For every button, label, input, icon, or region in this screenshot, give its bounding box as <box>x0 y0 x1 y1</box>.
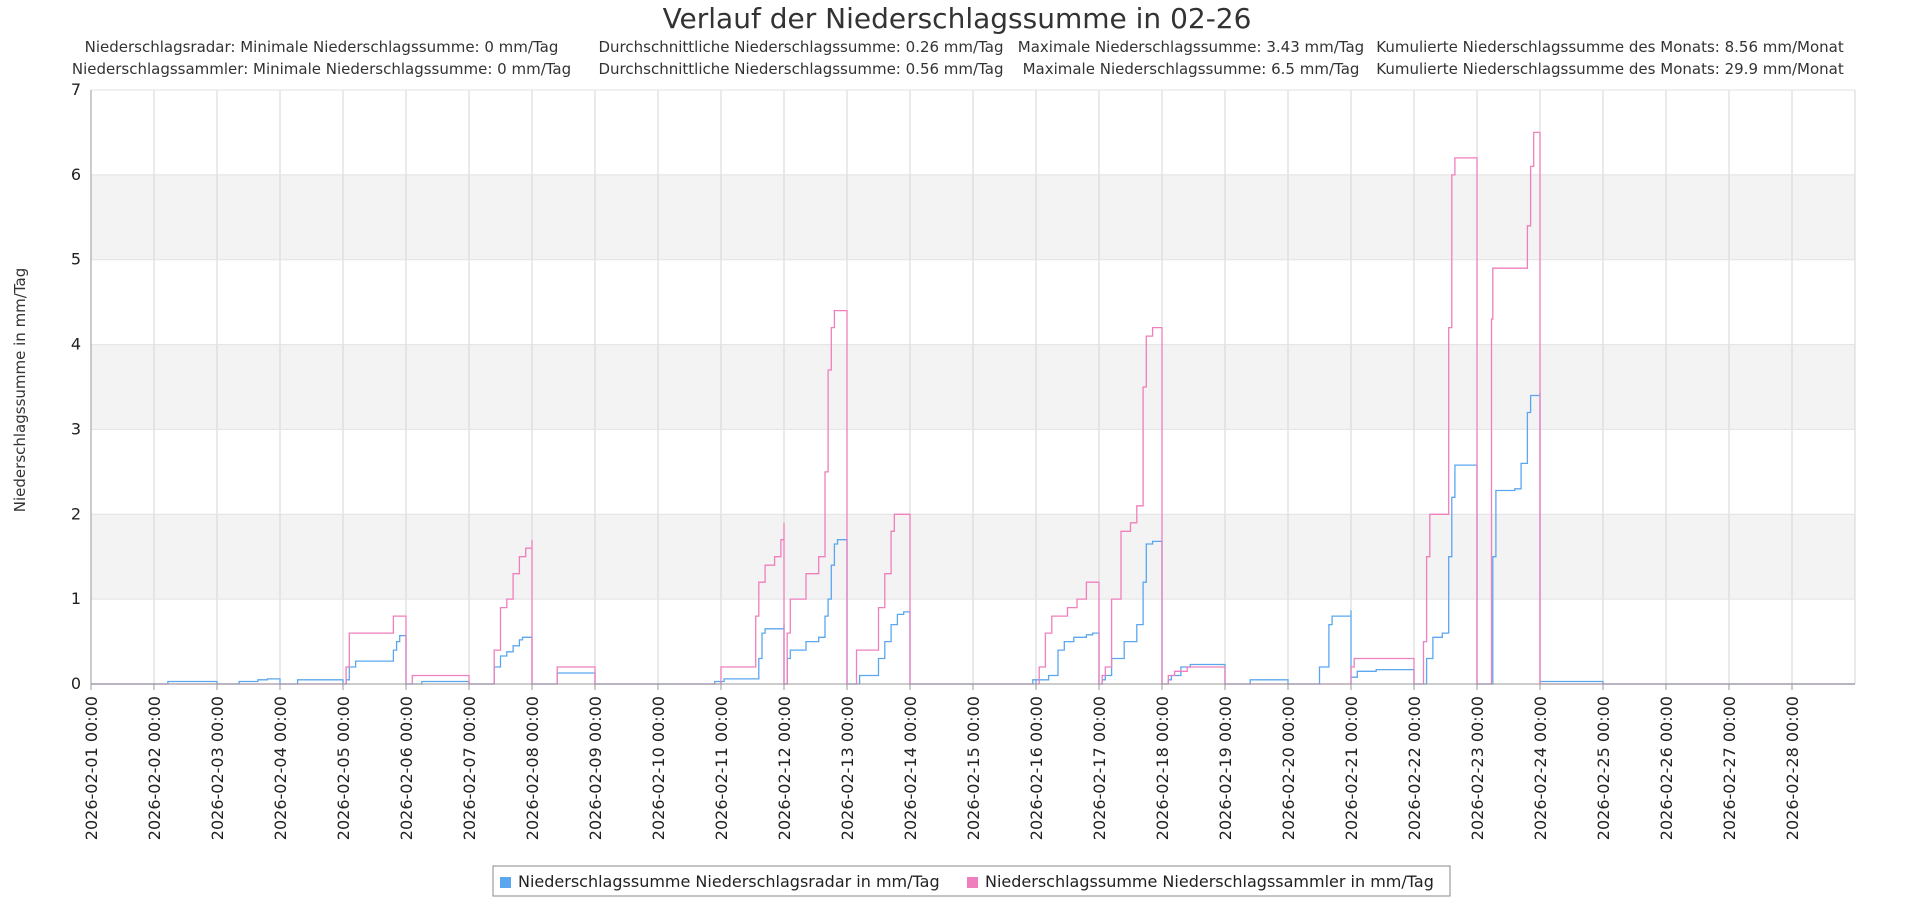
x-tick-label: 2026-02-27 00:00 <box>1720 696 1739 840</box>
y-tick-label: 7 <box>71 80 81 99</box>
x-tick-label: 2026-02-04 00:00 <box>271 696 290 840</box>
y-tick-label: 1 <box>71 589 81 608</box>
x-tick-label: 2026-02-26 00:00 <box>1657 696 1676 840</box>
x-tick-label: 2026-02-03 00:00 <box>208 696 227 840</box>
legend-swatch <box>500 877 511 888</box>
subtitle-text: Durchschnittliche Niederschlagssumme: 0.… <box>599 60 1004 78</box>
x-tick-label: 2026-02-28 00:00 <box>1783 696 1802 840</box>
x-tick-label: 2026-02-24 00:00 <box>1531 696 1550 840</box>
subtitle-text: Maximale Niederschlagssumme: 3.43 mm/Tag <box>1018 38 1364 56</box>
x-tick-label: 2026-02-07 00:00 <box>460 696 479 840</box>
x-tick-label: 2026-02-22 00:00 <box>1405 696 1424 840</box>
chart-legend: Niederschlagssumme Niederschlagsradar in… <box>492 865 1451 897</box>
x-tick-label: 2026-02-09 00:00 <box>586 696 605 840</box>
subtitle-text: Maximale Niederschlagssumme: 6.5 mm/Tag <box>1023 60 1360 78</box>
x-tick-label: 2026-02-19 00:00 <box>1216 696 1235 840</box>
subtitle-text: Kumulierte Niederschlagssumme des Monats… <box>1376 60 1844 78</box>
subtitle-text: Durchschnittliche Niederschlagssumme: 0.… <box>599 38 1004 56</box>
x-tick-label: 2026-02-02 00:00 <box>145 696 164 840</box>
x-tick-label: 2026-02-25 00:00 <box>1594 696 1613 840</box>
legend-label: Niederschlagssumme Niederschlagsradar in… <box>518 872 940 891</box>
x-tick-label: 2026-02-05 00:00 <box>334 696 353 840</box>
x-tick-label: 2026-02-18 00:00 <box>1153 696 1172 840</box>
subtitle-text: Kumulierte Niederschlagssumme des Monats… <box>1376 38 1844 56</box>
chart-subtitle: Niederschlagsradar: Minimale Niederschla… <box>72 38 1844 78</box>
subtitle-text: Niederschlagssammler: Minimale Niedersch… <box>72 60 571 78</box>
y-tick-label: 3 <box>71 419 81 438</box>
legend-label: Niederschlagssumme Niederschlagssammler … <box>985 872 1434 891</box>
x-tick-label: 2026-02-11 00:00 <box>712 696 731 840</box>
y-tick-label: 5 <box>71 250 81 269</box>
x-tick-label: 2026-02-16 00:00 <box>1027 696 1046 840</box>
x-tick-label: 2026-02-17 00:00 <box>1090 696 1109 840</box>
series-line-2 <box>91 131 1855 685</box>
legend-swatch <box>967 877 978 888</box>
x-tick-label: 2026-02-13 00:00 <box>838 696 857 840</box>
y-axis-label: Niederschlagssumme in mm/Tag <box>11 268 29 512</box>
y-tick-label: 6 <box>71 165 81 184</box>
x-tick-label: 2026-02-21 00:00 <box>1342 696 1361 840</box>
x-tick-label: 2026-02-08 00:00 <box>523 696 542 840</box>
x-tick-label: 2026-02-15 00:00 <box>964 696 983 840</box>
y-tick-label: 4 <box>71 335 81 354</box>
x-tick-label: 2026-02-10 00:00 <box>649 696 668 840</box>
y-tick-label: 0 <box>71 674 81 693</box>
x-tick-label: 2026-02-23 00:00 <box>1468 696 1487 840</box>
y-tick-label: 2 <box>71 504 81 523</box>
x-tick-label: 2026-02-01 00:00 <box>82 696 101 840</box>
x-tick-label: 2026-02-12 00:00 <box>775 696 794 840</box>
x-tick-label: 2026-02-20 00:00 <box>1279 696 1298 840</box>
x-tick-label: 2026-02-14 00:00 <box>901 696 920 840</box>
x-tick-label: 2026-02-06 00:00 <box>397 696 416 840</box>
subtitle-text: Niederschlagsradar: Minimale Niederschla… <box>85 38 559 56</box>
chart-axes: 0 1 2 3 4 5 6 7 2026-02-01 00:00 2026-02-02 00:00… <box>71 80 1855 840</box>
chart-title: Verlauf der Niederschlagssumme in 02-26 <box>663 2 1252 35</box>
